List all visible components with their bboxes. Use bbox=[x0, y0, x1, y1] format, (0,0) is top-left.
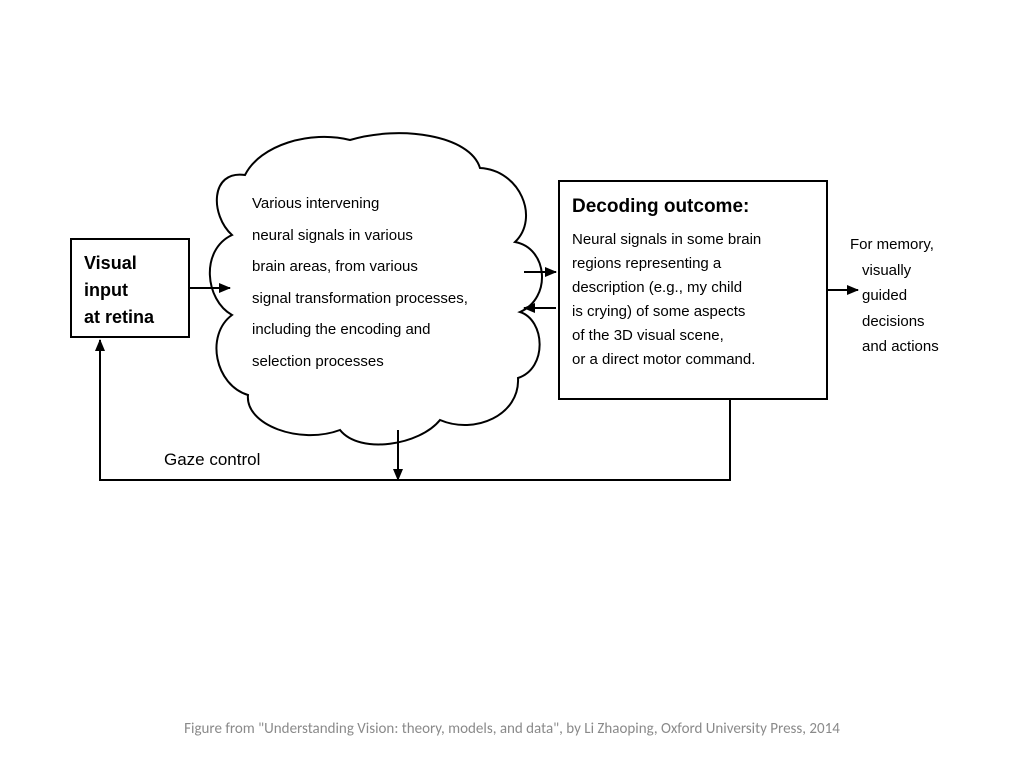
visual-input-line3: at retina bbox=[84, 304, 176, 331]
decoding-line6: or a direct motor command. bbox=[572, 348, 814, 372]
output-line4: decisions bbox=[850, 309, 1000, 335]
output-line3: guided bbox=[850, 283, 1000, 309]
decoding-title: Decoding outcome: bbox=[572, 192, 814, 222]
decoding-line3: description (e.g., my child bbox=[572, 276, 814, 300]
node-cloud-text: Various intervening neural signals in va… bbox=[252, 188, 532, 377]
cloud-line3: brain areas, from various bbox=[252, 251, 532, 283]
cloud-line1: Various intervening bbox=[252, 188, 532, 220]
cloud-line4: signal transformation processes, bbox=[252, 283, 532, 315]
visual-input-line1: Visual bbox=[84, 250, 176, 277]
node-visual-input: Visual input at retina bbox=[70, 238, 190, 338]
diagram-svg bbox=[0, 0, 1024, 768]
cloud-line2: neural signals in various bbox=[252, 220, 532, 252]
decoding-line5: of the 3D visual scene, bbox=[572, 324, 814, 348]
visual-input-line2: input bbox=[84, 277, 176, 304]
output-line5: and actions bbox=[850, 334, 1000, 360]
cloud-line5: including the encoding and bbox=[252, 314, 532, 346]
gaze-control-label: Gaze control bbox=[164, 450, 260, 470]
diagram-stage: Visual input at retina Various interveni… bbox=[0, 0, 1024, 768]
decoding-line2: regions representing a bbox=[572, 252, 814, 276]
output-line1: For memory, bbox=[850, 232, 1000, 258]
node-decoding-outcome: Decoding outcome: Neural signals in some… bbox=[558, 180, 828, 400]
node-output-text: For memory, visually guided decisions an… bbox=[850, 232, 1000, 360]
output-line2: visually bbox=[850, 258, 1000, 284]
decoding-line1: Neural signals in some brain bbox=[572, 228, 814, 252]
decoding-line4: is crying) of some aspects bbox=[572, 300, 814, 324]
cloud-line6: selection processes bbox=[252, 346, 532, 378]
figure-caption: Figure from "Understanding Vision: theor… bbox=[0, 720, 1024, 738]
